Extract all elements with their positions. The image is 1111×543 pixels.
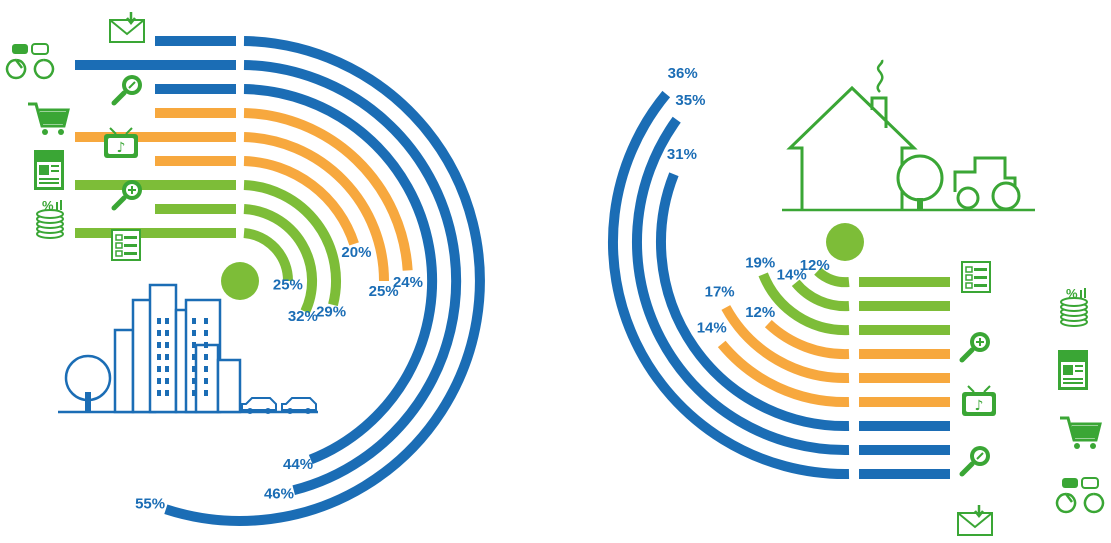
right-bar-arc (607, 90, 850, 480)
left-bar-arc (243, 84, 438, 465)
right-value-label: 31% (667, 146, 697, 163)
right-bar-arc (656, 172, 850, 432)
left-value-label: 24% (393, 274, 423, 291)
right-value-label: 12% (800, 257, 830, 274)
email-icon (109, 12, 145, 43)
right-value-label: 14% (697, 320, 727, 337)
farm-house-icon (782, 59, 1035, 212)
right-bar-arc (764, 319, 850, 360)
right-bar-arc (758, 272, 850, 336)
scene-layer (58, 59, 1035, 414)
tv-icon: ♪ (104, 127, 138, 158)
email-icon (957, 505, 993, 536)
left-value-label: 44% (283, 456, 313, 473)
left-value-label: 25% (369, 283, 399, 300)
right-bar-arc (717, 340, 850, 408)
coins-percent-icon: % (36, 198, 64, 239)
svg-text:%: % (1066, 286, 1078, 301)
sms-chat-icon (1055, 477, 1105, 514)
left-center-dot (221, 262, 259, 300)
svg-text:%: % (42, 198, 54, 213)
left-radial-chart: 55%46%44%24%25%20%29%32%25% (75, 36, 485, 526)
left-bar-arc (243, 60, 462, 496)
right-bar-arc (631, 116, 850, 456)
left-bar-arc (243, 204, 317, 314)
left-value-label: 46% (264, 485, 294, 502)
left-value-label: 20% (341, 244, 371, 261)
newspaper-icon (34, 150, 64, 190)
sms-chat-icon (5, 43, 55, 80)
right-value-label: 19% (745, 255, 775, 272)
shopping-cart-icon (28, 102, 70, 135)
left-value-label: 55% (135, 496, 165, 513)
right-value-label: 14% (777, 266, 807, 283)
checklist-icon (961, 261, 991, 293)
right-radial-chart: 12%14%19%12%17%14%31%35%36% (607, 65, 950, 480)
tv-icon: ♪ (962, 385, 996, 416)
right-value-label: 17% (705, 284, 735, 301)
left-bar-arc (243, 180, 342, 307)
shopping-cart-icon (1060, 416, 1102, 449)
right-value-label: 12% (745, 304, 775, 321)
right-bar-arc (791, 279, 850, 312)
left-bar-arc (243, 132, 389, 282)
coins-percent-icon: % (1060, 286, 1088, 327)
left-bar-arc (243, 156, 359, 246)
zoom-in-search-icon (959, 332, 990, 363)
checklist-icon (111, 229, 141, 261)
left-value-label: 25% (273, 276, 303, 293)
right-value-label: 36% (668, 65, 698, 82)
search-icon (111, 75, 142, 106)
left-bar-arc (164, 36, 485, 526)
search-icon (959, 446, 990, 477)
svg-text:♪: ♪ (117, 140, 126, 156)
left-value-label: 29% (316, 303, 346, 320)
right-bar-arc (721, 305, 850, 384)
left-bar-arc (243, 108, 413, 271)
right-value-label: 35% (675, 92, 705, 109)
right-bar-arc (814, 267, 850, 288)
svg-text:♪: ♪ (975, 398, 984, 414)
city-icon (58, 283, 318, 414)
left-value-label: 32% (288, 308, 318, 325)
newspaper-icon (1058, 350, 1088, 390)
left-bar-arc (243, 228, 294, 282)
zoom-in-search-icon (111, 180, 142, 211)
icon-layer: ♪%% ♪ (5, 12, 1105, 536)
right-center-dot (826, 223, 864, 261)
